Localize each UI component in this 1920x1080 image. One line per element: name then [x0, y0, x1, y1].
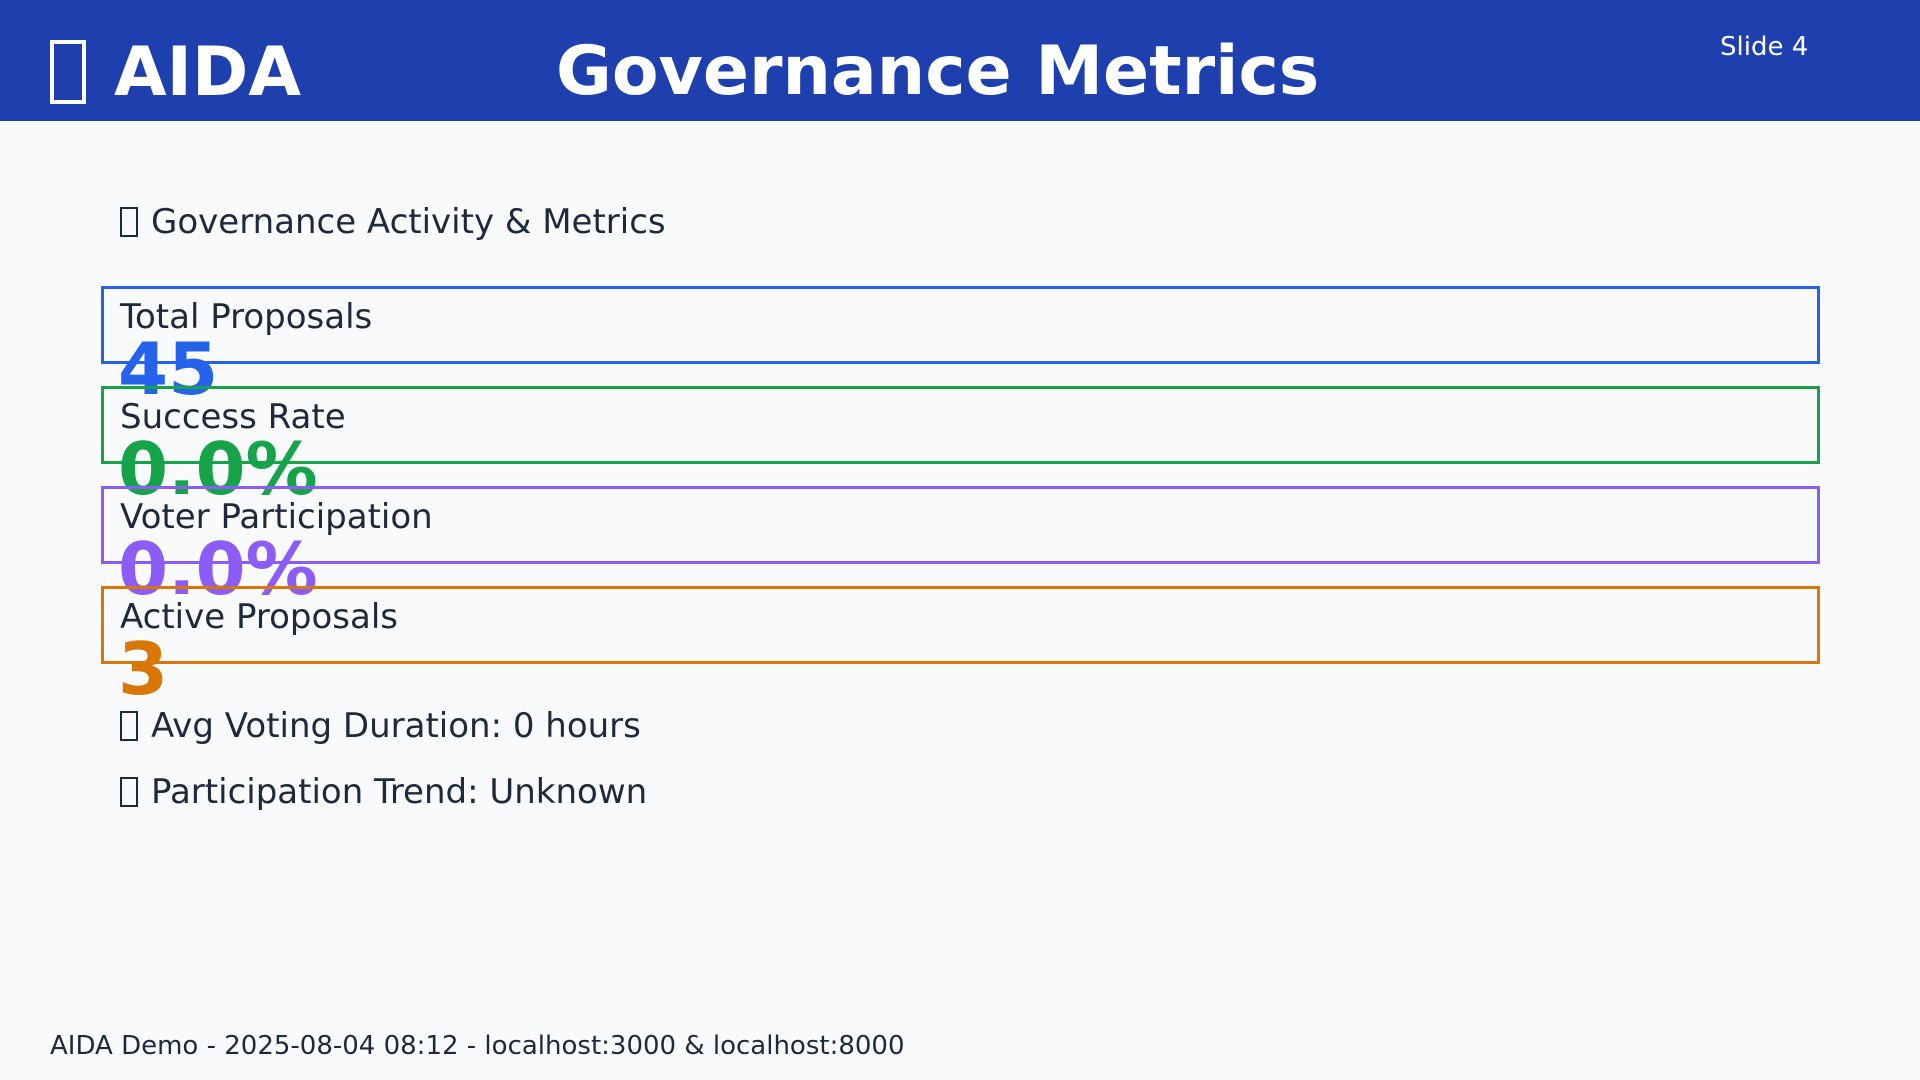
section-title: Governance Activity & Metrics — [120, 200, 666, 244]
metric-label: Voter Participation — [120, 497, 433, 537]
slide-header: AIDA Governance Metrics Slide 4 — [0, 0, 1920, 121]
emoji-glyph-icon — [120, 711, 138, 741]
metric-card-total-proposals — [101, 286, 1820, 364]
section-title-text: Governance Activity & Metrics — [151, 202, 666, 242]
logo-text: AIDA — [114, 32, 301, 112]
emoji-glyph-icon — [120, 777, 138, 807]
metric-value: 0.0% — [118, 527, 318, 611]
metric-value: 3 — [118, 627, 169, 711]
page-title: Governance Metrics — [556, 32, 1320, 111]
emoji-glyph-icon — [50, 40, 86, 104]
metric-value: 0.0% — [118, 427, 318, 511]
avg-voting-duration: Avg Voting Duration: 0 hours — [120, 704, 641, 748]
avg-voting-duration-text: Avg Voting Duration: 0 hours — [151, 706, 641, 746]
emoji-glyph-icon — [120, 207, 138, 237]
slide-number: Slide 4 — [1720, 32, 1809, 62]
metric-card-active-proposals — [101, 586, 1820, 664]
metric-card-voter-participation — [101, 486, 1820, 564]
metric-label: Total Proposals — [120, 297, 373, 337]
slide-footer: AIDA Demo - 2025-08-04 08:12 - localhost… — [50, 1031, 905, 1061]
metric-label: Success Rate — [120, 397, 346, 437]
app-logo: AIDA — [50, 30, 301, 114]
participation-trend-text: Participation Trend: Unknown — [151, 772, 648, 812]
metric-value: 45 — [118, 327, 219, 411]
participation-trend: Participation Trend: Unknown — [120, 770, 647, 814]
metric-label: Active Proposals — [120, 597, 399, 637]
metric-card-success-rate — [101, 386, 1820, 464]
